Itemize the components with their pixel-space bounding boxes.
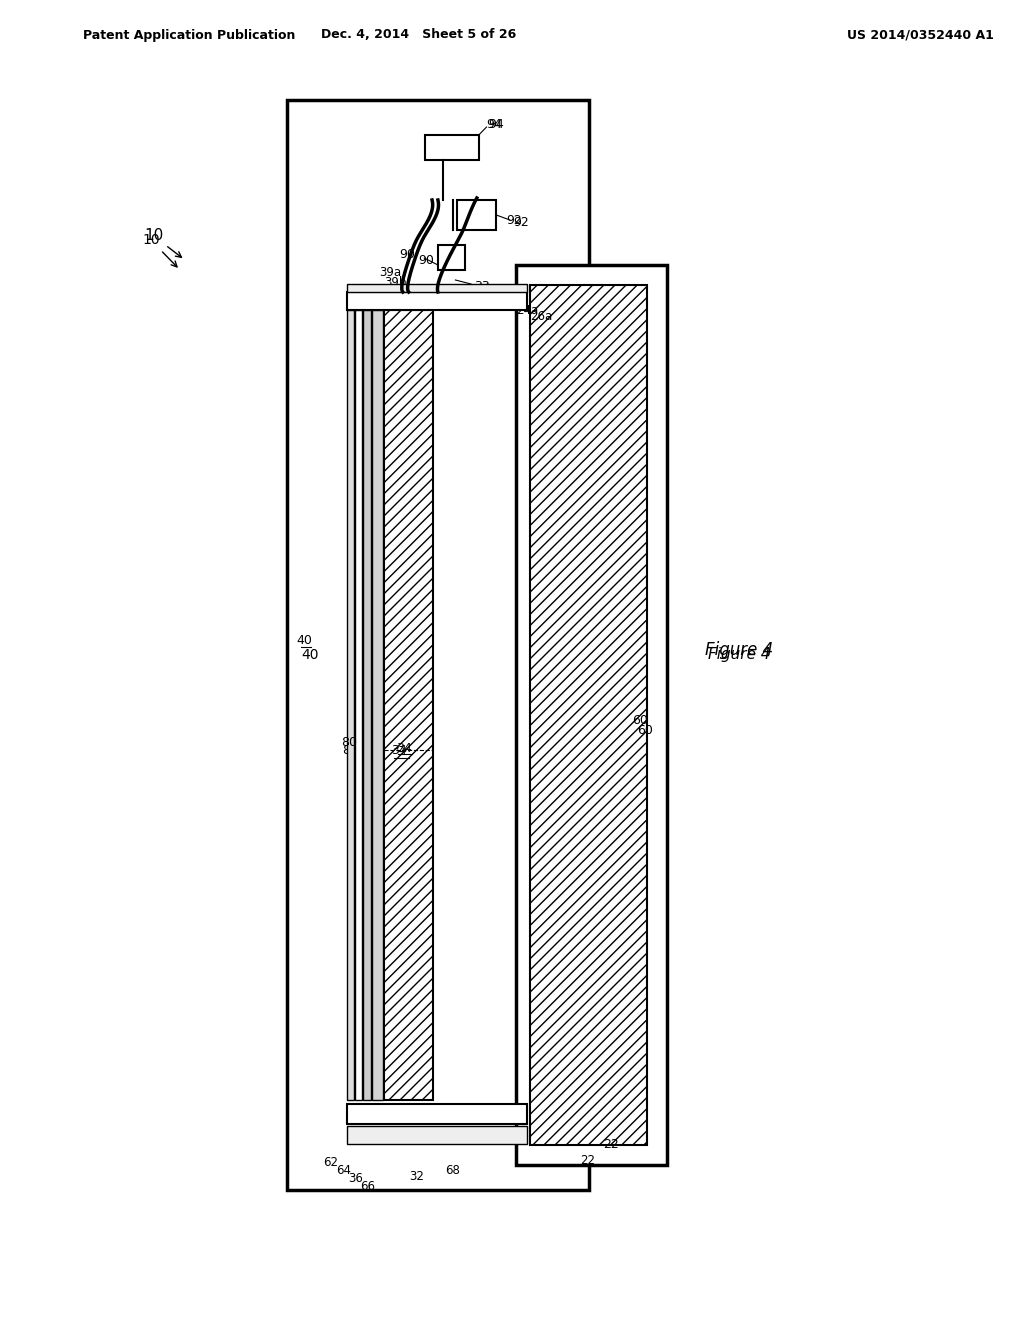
Bar — [530, 285, 647, 1144]
Bar — [362, 310, 371, 1100]
Text: 39b: 39b — [384, 276, 407, 289]
Bar — [438, 246, 465, 271]
Text: 94: 94 — [486, 119, 503, 132]
Text: 66: 66 — [360, 1180, 376, 1192]
Text: 26a: 26a — [530, 310, 553, 323]
Text: 39a: 39a — [380, 265, 401, 279]
Text: 34: 34 — [396, 742, 412, 755]
Text: 10: 10 — [142, 234, 160, 247]
Text: 22: 22 — [581, 1154, 595, 1167]
Bar — [425, 135, 479, 160]
Bar — [347, 1126, 527, 1144]
Text: Figure 4: Figure 4 — [709, 648, 771, 663]
Bar — [530, 285, 647, 1144]
Text: 92: 92 — [513, 215, 528, 228]
Text: 68: 68 — [445, 1163, 460, 1176]
Bar — [355, 310, 362, 1100]
Text: 80: 80 — [342, 743, 358, 756]
Text: 60: 60 — [633, 714, 648, 726]
Text: 33: 33 — [474, 281, 489, 293]
Text: 92: 92 — [506, 214, 522, 227]
Text: 40: 40 — [297, 634, 312, 647]
Text: 32: 32 — [409, 1171, 424, 1184]
Text: 90: 90 — [399, 248, 416, 261]
Text: 22: 22 — [603, 1138, 620, 1151]
Bar — [372, 310, 383, 1100]
Bar — [347, 1104, 527, 1125]
Bar — [287, 100, 589, 1191]
Text: 10: 10 — [144, 227, 164, 243]
Text: 62: 62 — [324, 1155, 338, 1168]
Bar — [347, 284, 527, 292]
Text: 34: 34 — [391, 743, 407, 756]
Text: US 2014/0352440 A1: US 2014/0352440 A1 — [847, 29, 993, 41]
Text: Dec. 4, 2014   Sheet 5 of 26: Dec. 4, 2014 Sheet 5 of 26 — [321, 29, 516, 41]
Bar — [458, 201, 497, 230]
Text: Patent Application Publication: Patent Application Publication — [83, 29, 295, 41]
Text: 90: 90 — [419, 253, 434, 267]
Text: 80: 80 — [341, 735, 357, 748]
Text: 24a: 24a — [516, 304, 538, 317]
Bar — [516, 265, 667, 1166]
Bar — [384, 310, 433, 1100]
Text: 26b: 26b — [497, 297, 519, 310]
Text: 60: 60 — [637, 723, 653, 737]
Text: 36: 36 — [348, 1172, 362, 1184]
Text: 24b: 24b — [462, 292, 484, 305]
Text: 40: 40 — [302, 648, 319, 663]
Text: 64: 64 — [336, 1163, 351, 1176]
Bar — [347, 292, 527, 310]
Bar — [384, 310, 433, 1100]
Text: Figure 4: Figure 4 — [706, 642, 774, 659]
Bar — [347, 310, 354, 1100]
Text: 94: 94 — [488, 119, 504, 132]
